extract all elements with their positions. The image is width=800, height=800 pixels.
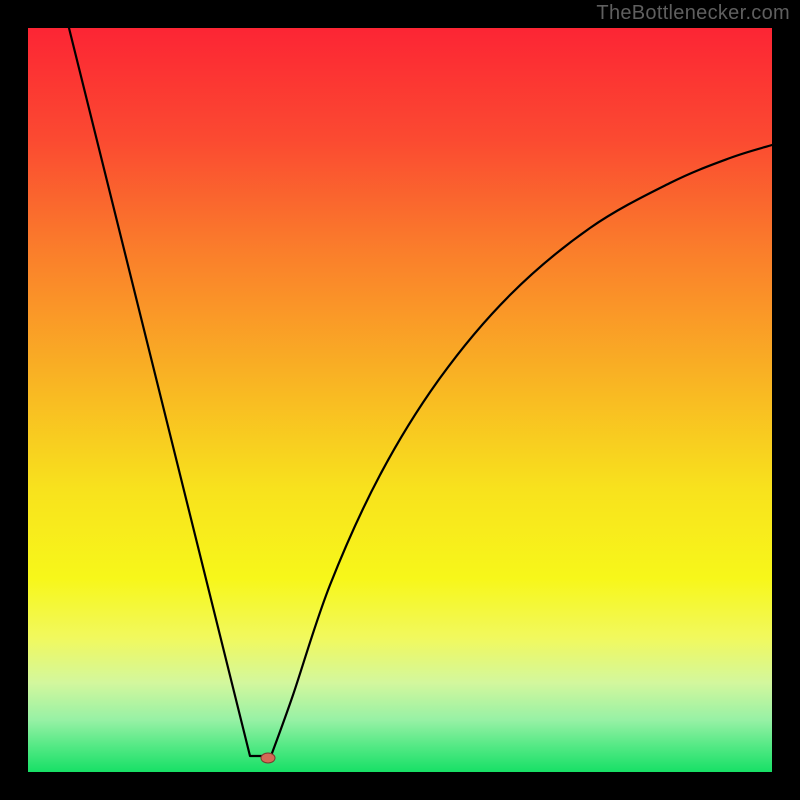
bottleneck-chart xyxy=(0,0,800,800)
attribution-text: TheBottlenecker.com xyxy=(596,2,790,25)
minimum-marker xyxy=(261,753,275,763)
plot-background xyxy=(28,28,772,772)
